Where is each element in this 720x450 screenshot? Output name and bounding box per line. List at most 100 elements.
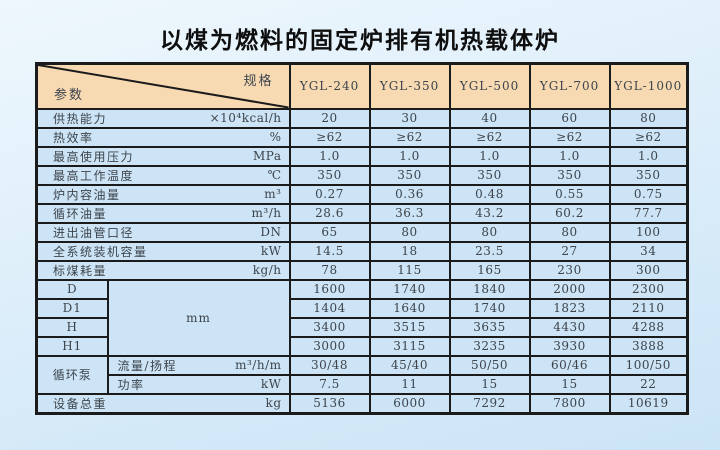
value-cell: 80 xyxy=(528,221,611,243)
value-cell: 10619 xyxy=(608,392,689,414)
table-row: 最高使用压力 MPa 1.0 1.0 1.0 1.0 1.0 xyxy=(35,145,689,167)
table-header-row: 规格 参数 YGL-240 YGL-350 YGL-500 YGL-700 YGL-10… xyxy=(35,62,689,110)
dimension-row: H1 3000 3115 3235 3930 3888 xyxy=(35,335,689,357)
value-cell: 1740 xyxy=(368,278,451,300)
value-cell: 50/50 xyxy=(448,354,531,376)
dimension-label-cell: D1 xyxy=(35,297,109,319)
value-cell: 78 xyxy=(288,259,371,281)
value-cell: 1600 xyxy=(288,278,371,300)
value-cell: 350 xyxy=(448,164,531,186)
value-cell: 27 xyxy=(528,240,611,262)
model-header: YGL-240 xyxy=(288,62,371,110)
value-cell: 7292 xyxy=(448,392,531,414)
value-cell: 350 xyxy=(528,164,611,186)
dimension-label-cell: H1 xyxy=(35,335,109,357)
row-label: 供热能力 xyxy=(53,111,108,126)
value-cell: 3635 xyxy=(448,316,531,338)
value-cell: 1404 xyxy=(288,297,371,319)
value-cell: 4430 xyxy=(528,316,611,338)
value-cell: 2110 xyxy=(608,297,689,319)
value-cell: 2000 xyxy=(528,278,611,300)
value-cell: 4288 xyxy=(608,316,689,338)
row-label: 全系统装机容量 xyxy=(53,244,148,259)
value-cell: 1640 xyxy=(368,297,451,319)
value-cell: ≥62 xyxy=(368,126,451,148)
table-row: 热效率% ≥62 ≥62 ≥62 ≥62 ≥62 xyxy=(35,126,689,148)
value-cell: 45/40 xyxy=(368,354,451,376)
value-cell: 5136 xyxy=(288,392,371,414)
row-label: 流量/扬程 xyxy=(117,358,178,373)
row-label: 最高使用压力 xyxy=(53,149,135,164)
value-cell: 350 xyxy=(608,164,689,186)
model-header: YGL-350 xyxy=(368,62,451,110)
table-row: 循环油量 m³/h 28.6 36.3 43.2 60.2 77.7 xyxy=(35,202,689,224)
value-cell: 65 xyxy=(288,221,371,243)
value-cell: 3000 xyxy=(288,335,371,357)
value-cell: 1823 xyxy=(528,297,611,319)
value-cell: 230 xyxy=(528,259,611,281)
value-cell: 0.27 xyxy=(288,183,371,205)
value-cell: 300 xyxy=(608,259,689,281)
row-label: 热效率 xyxy=(53,130,94,145)
value-cell: 0.75 xyxy=(608,183,689,205)
table-row: 全系统装机容量 kW 14.5 18 23.5 27 34 xyxy=(35,240,689,262)
value-cell: 3515 xyxy=(368,316,451,338)
value-cell: 7.5 xyxy=(288,373,371,395)
dimension-label-cell: H xyxy=(35,316,109,338)
param-cell: 最高工作温度 ℃ xyxy=(35,164,291,186)
unit-label: kg/h xyxy=(252,263,282,277)
value-cell: 14.5 xyxy=(288,240,371,262)
table-row: 供热能力 ×10⁴kcal/h 20 30 40 60 80 xyxy=(35,107,689,129)
unit-label: % xyxy=(269,130,282,144)
unit-label: DN xyxy=(260,225,282,239)
value-cell: 77.7 xyxy=(608,202,689,224)
param-cell: 标煤耗量 kg/h xyxy=(35,259,291,281)
dimension-row: D1 1404 1640 1740 1823 2110 xyxy=(35,297,689,319)
corner-label-param: 参数 xyxy=(54,87,85,103)
value-cell: 1840 xyxy=(448,278,531,300)
value-cell: 115 xyxy=(368,259,451,281)
model-header: YGL-1000 xyxy=(608,62,689,110)
param-cell: 炉内容油量 m³ xyxy=(35,183,291,205)
value-cell: 18 xyxy=(368,240,451,262)
value-cell: 60/46 xyxy=(528,354,611,376)
value-cell: 0.55 xyxy=(528,183,611,205)
param-cell: 热效率% xyxy=(35,126,291,148)
pump-param-cell: 流量/扬程 m³/h/m xyxy=(106,354,291,376)
unit-label: kW xyxy=(260,377,282,391)
total-weight-label-cell: 设备总重 kg xyxy=(35,392,291,414)
pump-row: 循环泵 流量/扬程 m³/h/m 30/48 45/40 50/50 60/46 100/50 xyxy=(35,354,689,395)
corner-header-cell: 规格 参数 xyxy=(35,62,291,110)
value-cell: 100 xyxy=(608,221,689,243)
row-label: 炉内容油量 xyxy=(53,187,121,202)
value-cell: 15 xyxy=(528,373,611,395)
value-cell: 3888 xyxy=(608,335,689,357)
row-label: 设备总重 xyxy=(53,396,108,411)
table-row: 炉内容油量 m³ 0.27 0.36 0.48 0.55 0.75 xyxy=(35,183,689,205)
value-cell: 1.0 xyxy=(528,145,611,167)
dimension-row: H 3400 3515 3635 4430 4288 xyxy=(35,316,689,338)
diagonal-divider-line xyxy=(38,65,289,108)
value-cell: 36.3 xyxy=(368,202,451,224)
pump-group-label-cell: 循环泵 xyxy=(35,354,109,395)
dimension-label-cell: D xyxy=(35,278,109,300)
param-cell: 进出油管口径 DN xyxy=(35,221,291,243)
value-cell: 80 xyxy=(608,107,689,129)
value-cell: ≥62 xyxy=(448,126,531,148)
value-cell: 1740 xyxy=(448,297,531,319)
value-cell: 80 xyxy=(448,221,531,243)
value-cell: 34 xyxy=(608,240,689,262)
value-cell: 1.0 xyxy=(608,145,689,167)
param-cell: 全系统装机容量 kW xyxy=(35,240,291,262)
value-cell: 2300 xyxy=(608,278,689,300)
value-cell: 20 xyxy=(288,107,371,129)
value-cell: 60 xyxy=(528,107,611,129)
pump-param-cell: 功率 kW xyxy=(106,373,291,395)
value-cell: 23.5 xyxy=(448,240,531,262)
spec-table: 规格 参数 YGL-240 YGL-350 YGL-500 YGL-700 YGL-10… xyxy=(35,62,689,415)
value-cell: 100/50 xyxy=(608,354,689,376)
param-cell: 最高使用压力 MPa xyxy=(35,145,291,167)
value-cell: 1.0 xyxy=(448,145,531,167)
model-header: YGL-700 xyxy=(528,62,611,110)
row-label: 循环油量 xyxy=(53,206,108,221)
